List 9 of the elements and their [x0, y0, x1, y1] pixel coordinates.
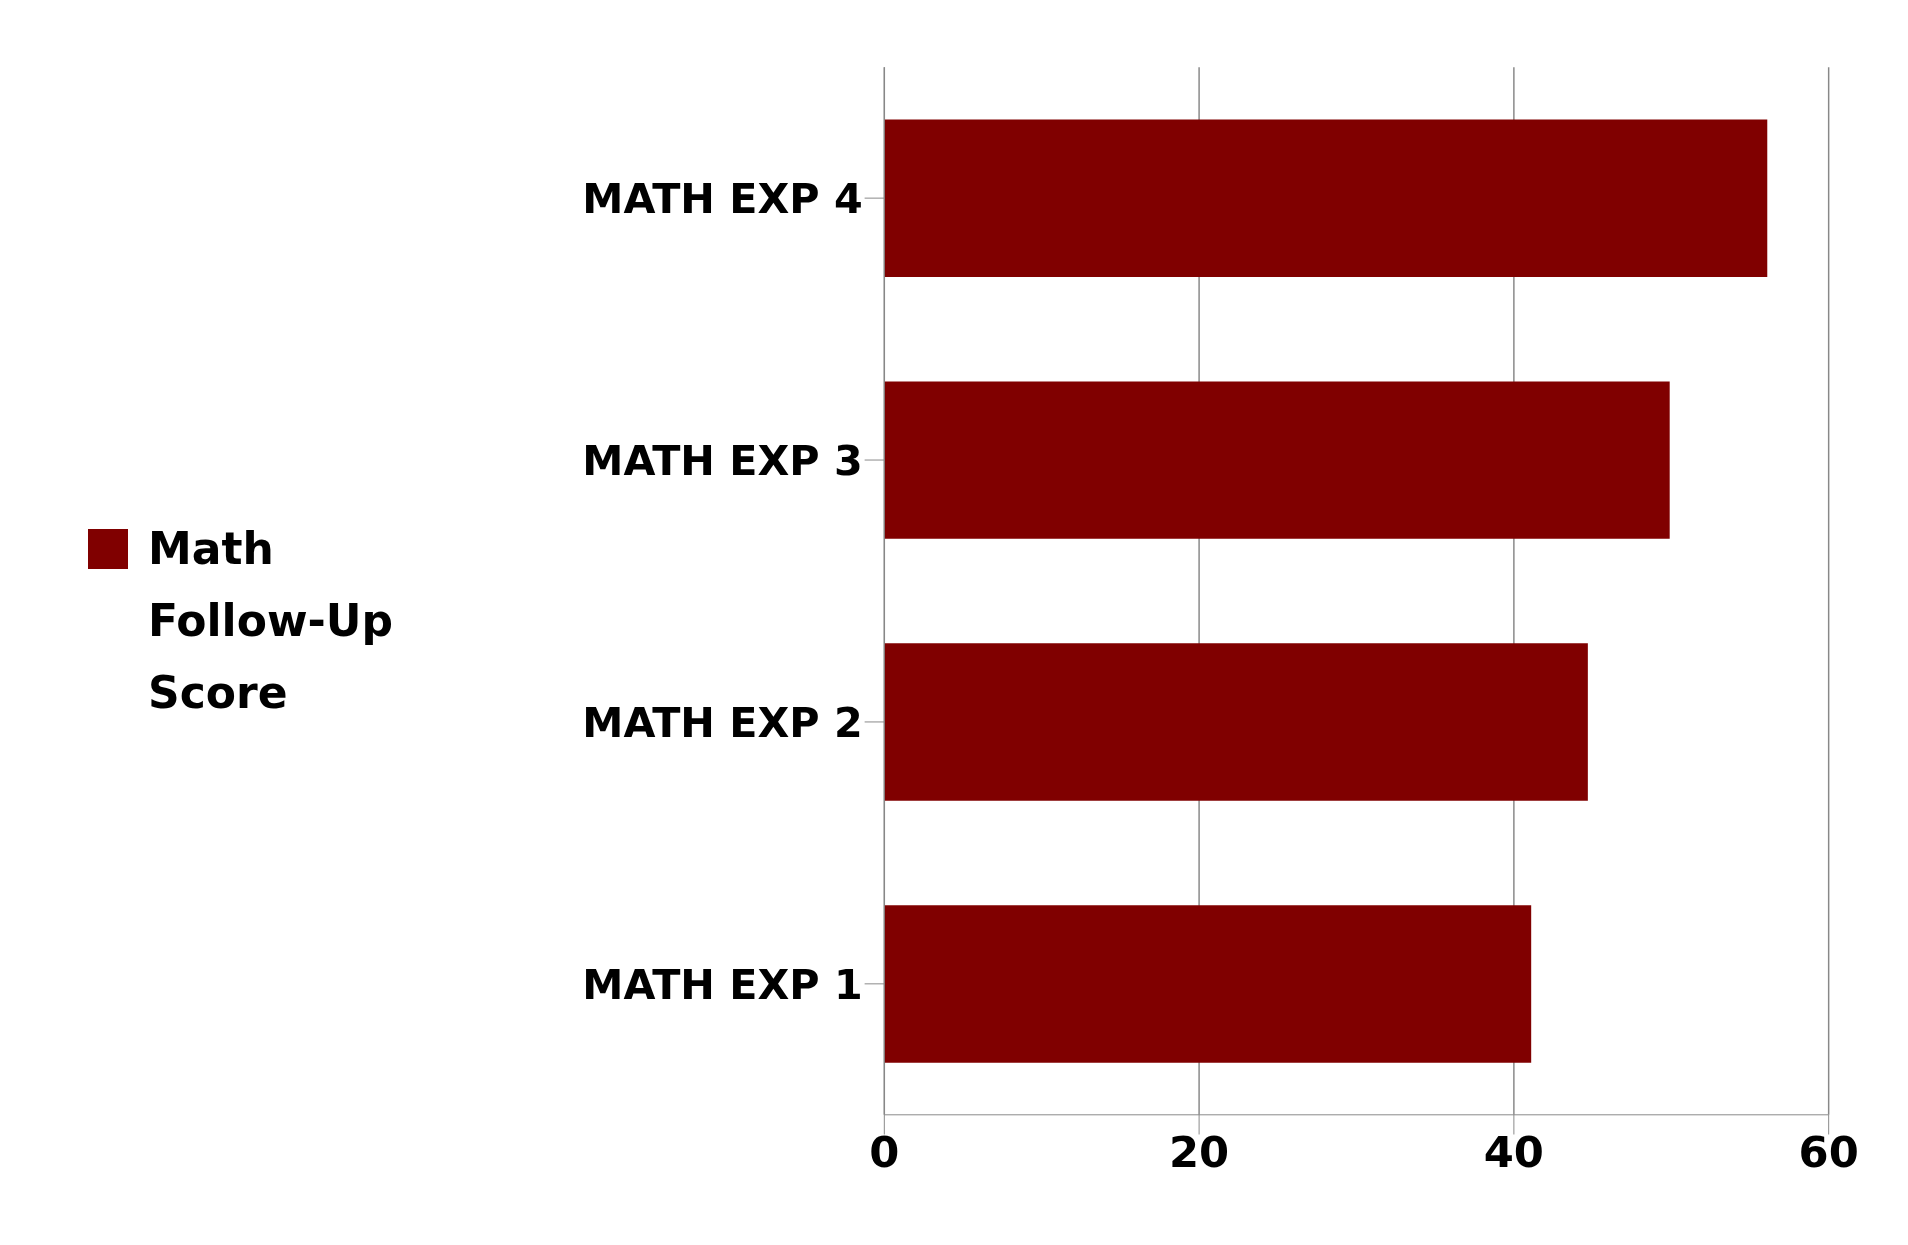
x-tick-label: 40: [1484, 1127, 1545, 1178]
legend-label: Math Follow-Up Score: [148, 521, 395, 720]
x-tick-label: 20: [1169, 1127, 1230, 1178]
y-tick-label: MATH EXP 4: [582, 174, 864, 223]
x-tick-label: 60: [1799, 1127, 1860, 1178]
y-tick-label: MATH EXP 2: [582, 698, 864, 747]
y-tick-label: MATH EXP 3: [582, 436, 864, 485]
x-tick-label: 0: [869, 1127, 900, 1178]
y-tick-label: MATH EXP 1: [582, 960, 864, 1009]
